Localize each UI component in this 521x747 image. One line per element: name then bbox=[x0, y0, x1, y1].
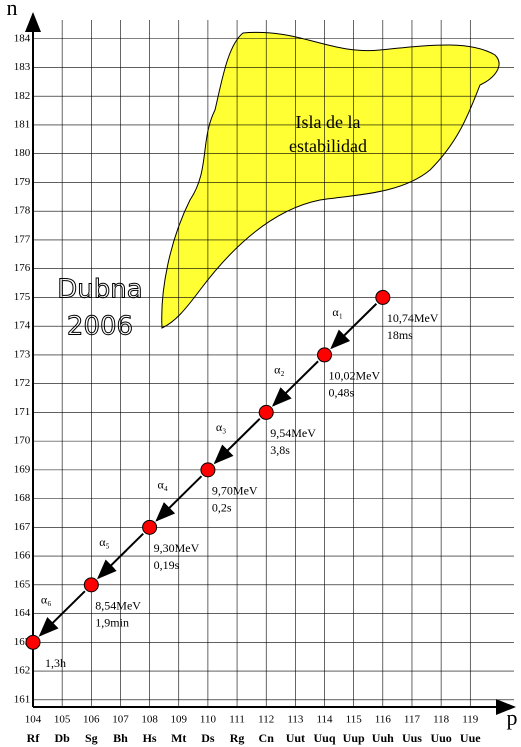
element-symbol: Rf bbox=[27, 731, 41, 745]
element-symbol: Sg bbox=[85, 731, 98, 745]
y-tick-label: 181 bbox=[14, 119, 31, 131]
point-label: 0,19s bbox=[154, 558, 180, 572]
element-symbol: Uut bbox=[286, 731, 305, 745]
element-symbol: Db bbox=[54, 731, 70, 745]
decay-arrow bbox=[38, 590, 86, 637]
y-tick-label: 179 bbox=[14, 176, 31, 188]
y-tick-label: 170 bbox=[14, 435, 31, 447]
x-tick-label: 108 bbox=[141, 714, 158, 726]
decay-arrow bbox=[330, 303, 378, 350]
element-symbol: Bh bbox=[113, 731, 128, 745]
decay-label: α₅ bbox=[99, 535, 109, 549]
y-tick-label: 166 bbox=[14, 550, 31, 562]
x-tick-label: 104 bbox=[25, 714, 42, 726]
y-tick-label: 167 bbox=[14, 521, 31, 533]
element-symbol: Uuh bbox=[372, 731, 394, 745]
element-symbol: Uus bbox=[402, 731, 422, 745]
dubna-label: 2006 bbox=[67, 312, 133, 342]
x-tick-label: 109 bbox=[171, 714, 188, 726]
decay-arrow bbox=[213, 417, 261, 465]
decay-label: α₁ bbox=[332, 305, 342, 319]
x-tick-label: 111 bbox=[229, 714, 245, 726]
point-label: 1,9min bbox=[95, 616, 129, 630]
y-tick-label: 178 bbox=[14, 205, 31, 217]
element-symbol: Uuo bbox=[430, 731, 451, 745]
decay-label: α₂ bbox=[274, 362, 284, 376]
decay-arrow bbox=[96, 532, 144, 580]
data-point bbox=[83, 577, 99, 593]
x-tick-label: 113 bbox=[287, 714, 304, 726]
point-label: 9,30MeV bbox=[154, 541, 200, 555]
x-tick-label: 106 bbox=[83, 714, 100, 726]
element-symbol: Cn bbox=[259, 731, 275, 745]
element-symbol: Mt bbox=[171, 731, 186, 745]
y-tick-label: 161 bbox=[14, 693, 31, 705]
decay-arrow bbox=[155, 475, 203, 522]
y-tick-label: 173 bbox=[14, 348, 31, 360]
decay-arrow bbox=[271, 360, 319, 407]
x-tick-label: 115 bbox=[346, 714, 363, 726]
x-tick-label: 118 bbox=[433, 714, 450, 726]
x-tick-label: 107 bbox=[112, 714, 129, 726]
y-tick-label: 172 bbox=[14, 377, 31, 389]
y-tick-label: 174 bbox=[14, 320, 31, 332]
data-point bbox=[317, 347, 333, 363]
y-tick-label: 168 bbox=[14, 492, 31, 504]
dubna-label: Dubna bbox=[57, 275, 142, 305]
island-of-stability bbox=[161, 31, 500, 329]
y-tick-label: 184 bbox=[14, 32, 31, 44]
x-axis-label: p bbox=[507, 705, 518, 730]
x-tick-label: 105 bbox=[54, 714, 71, 726]
point-label: 18ms bbox=[387, 328, 413, 342]
point-label: 3,8s bbox=[270, 443, 290, 457]
x-tick-label: 112 bbox=[258, 714, 274, 726]
x-tick-label: 114 bbox=[316, 714, 333, 726]
y-tick-label: 177 bbox=[14, 233, 31, 245]
point-label: 0,2s bbox=[212, 501, 232, 515]
point-label: 1,3h bbox=[45, 656, 66, 670]
y-tick-label: 176 bbox=[14, 262, 31, 274]
y-tick-label: 165 bbox=[14, 578, 31, 590]
data-point bbox=[142, 519, 158, 535]
y-tick-label: 162 bbox=[14, 665, 31, 677]
decay-label: α₃ bbox=[216, 420, 226, 434]
point-label: 0,48s bbox=[329, 386, 355, 400]
y-tick-label: 171 bbox=[14, 406, 31, 418]
island-label: estabilidad bbox=[289, 136, 367, 156]
element-symbol: Rg bbox=[230, 731, 245, 745]
y-axis-label: n bbox=[7, 0, 18, 20]
element-symbol: Uue bbox=[460, 731, 481, 745]
point-label: 9,54MeV bbox=[270, 426, 316, 440]
element-symbol: Uup bbox=[343, 731, 365, 745]
y-tick-label: 183 bbox=[14, 61, 31, 73]
data-point bbox=[375, 289, 391, 305]
y-tick-label: 175 bbox=[14, 291, 31, 303]
x-tick-label: 110 bbox=[200, 714, 217, 726]
data-point bbox=[200, 462, 216, 478]
y-tick-label: 182 bbox=[14, 90, 31, 102]
decay-label: α₄ bbox=[158, 477, 168, 491]
y-tick-label: 180 bbox=[14, 147, 31, 159]
point-label: 10,02MeV bbox=[329, 369, 381, 383]
y-tick-label: 164 bbox=[14, 607, 31, 619]
x-tick-label: 117 bbox=[404, 714, 421, 726]
point-label: 10,74MeV bbox=[387, 311, 439, 325]
x-tick-label: 119 bbox=[462, 714, 479, 726]
point-label: 8,54MeV bbox=[95, 599, 141, 613]
data-point bbox=[258, 404, 274, 420]
data-point bbox=[25, 634, 41, 650]
point-label: 9,70MeV bbox=[212, 484, 258, 498]
element-symbol: Hs bbox=[143, 731, 157, 745]
element-symbol: Ds bbox=[201, 731, 215, 745]
element-symbol: Uuq bbox=[314, 731, 336, 745]
x-tick-label: 116 bbox=[375, 714, 392, 726]
decay-label: α₆ bbox=[41, 592, 51, 606]
y-tick-label: 169 bbox=[14, 463, 31, 475]
island-label: Isla de la bbox=[296, 112, 361, 132]
